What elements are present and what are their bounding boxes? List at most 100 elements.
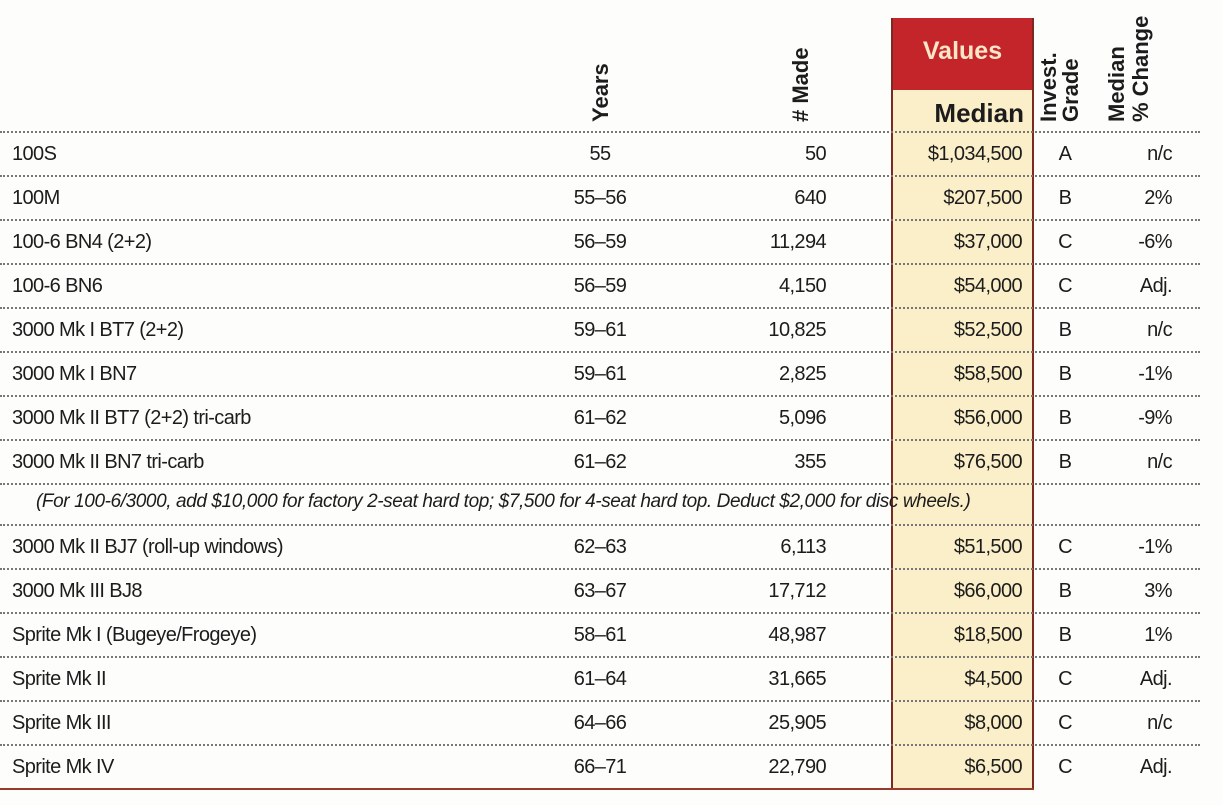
- model-name: 100M: [12, 187, 60, 209]
- median-value: $54,000: [953, 275, 1023, 297]
- table-row: 3000 Mk III BJ8 63–67 17,712 $66,000 B 3%: [0, 568, 1200, 612]
- invest-grade: B: [1058, 363, 1072, 385]
- model-name: Sprite Mk II: [12, 668, 107, 690]
- median-change: -1%: [1138, 363, 1172, 385]
- years: 62–63: [573, 536, 627, 558]
- invest-grade: A: [1058, 143, 1072, 165]
- median-value: $76,500: [953, 451, 1023, 473]
- years: 56–59: [573, 231, 627, 253]
- invest-grade: B: [1058, 624, 1072, 646]
- model-name: 100S: [12, 143, 57, 165]
- years-header: Years: [588, 63, 613, 122]
- median-change: n/c: [1147, 143, 1172, 165]
- number-made: 640: [794, 187, 826, 209]
- median-change: n/c: [1147, 712, 1172, 734]
- median-value: $8,000: [964, 712, 1022, 734]
- model-name: 3000 Mk II BT7 (2+2) tri-carb: [12, 407, 251, 429]
- table-row: 3000 Mk I BN7 59–61 2,825 $58,500 B -1%: [0, 351, 1200, 395]
- median-change: 3%: [1144, 580, 1172, 602]
- years: 56–59: [573, 275, 627, 297]
- median-value: $58,500: [953, 363, 1023, 385]
- grade-header-line1: Invest.: [1036, 52, 1061, 122]
- number-made: 6,113: [780, 536, 826, 558]
- table-row: 100M 55–56 640 $207,500 B 2%: [0, 175, 1200, 219]
- invest-grade: B: [1058, 407, 1072, 429]
- median-change: Adj.: [1139, 756, 1173, 778]
- median-value: $6,500: [964, 756, 1022, 778]
- years: 55: [589, 143, 611, 165]
- invest-grade: C: [1058, 668, 1072, 690]
- invest-grade: B: [1058, 187, 1072, 209]
- median-change: Adj.: [1139, 275, 1173, 297]
- change-header-line2: % Change: [1128, 15, 1153, 122]
- model-name: 100-6 BN6: [12, 275, 103, 297]
- years: 55–56: [573, 187, 627, 209]
- number-made: 10,825: [768, 319, 826, 341]
- table-row: Sprite Mk IV 66–71 22,790 $6,500 C Adj.: [0, 744, 1200, 788]
- values-column-highlight: Values Median: [891, 18, 1034, 790]
- years: 64–66: [573, 712, 627, 734]
- median-value: $1,034,500: [927, 143, 1023, 165]
- model-name: 3000 Mk II BN7 tri-carb: [12, 451, 204, 473]
- years: 59–61: [573, 319, 627, 341]
- invest-grade: C: [1058, 712, 1072, 734]
- made-header: # Made: [788, 47, 813, 122]
- median-value: $66,000: [953, 580, 1023, 602]
- table-row: 3000 Mk II BJ7 (roll-up windows) 62–63 6,1…: [0, 524, 1200, 568]
- years: 59–61: [573, 363, 627, 385]
- median-change: 1%: [1144, 624, 1172, 646]
- number-made: 355: [794, 451, 826, 473]
- years: 63–67: [573, 580, 627, 602]
- invest-grade: B: [1058, 451, 1072, 473]
- table-row: 100-6 BN4 (2+2) 56–59 11,294 $37,000 C -6%: [0, 219, 1200, 263]
- median-change: -9%: [1138, 407, 1172, 429]
- number-made: 5,096: [778, 407, 827, 429]
- median-change: n/c: [1147, 319, 1172, 341]
- model-name: Sprite Mk III: [12, 712, 111, 734]
- median-value: $37,000: [953, 231, 1023, 253]
- table-row: 3000 Mk II BT7 (2+2) tri-carb 61–62 5,096 $…: [0, 395, 1200, 439]
- number-made: 48,987: [768, 624, 826, 646]
- invest-grade: C: [1058, 536, 1072, 558]
- median-value: $207,500: [943, 187, 1022, 209]
- number-made: 50: [804, 143, 827, 165]
- median-value: $51,500: [953, 536, 1023, 558]
- values-header: Values: [893, 18, 1032, 90]
- median-value: $18,500: [953, 624, 1023, 646]
- median-value: $4,500: [964, 668, 1022, 690]
- invest-grade: C: [1058, 756, 1072, 778]
- invest-grade: B: [1058, 319, 1072, 341]
- invest-grade: C: [1058, 275, 1072, 297]
- number-made: 2,825: [778, 363, 827, 385]
- number-made: 17,712: [768, 580, 826, 602]
- model-name: 100-6 BN4 (2+2): [12, 231, 152, 253]
- number-made: 4,150: [778, 275, 827, 297]
- median-change: Adj.: [1139, 668, 1173, 690]
- model-name: 3000 Mk I BT7 (2+2): [12, 319, 184, 341]
- table-row: Sprite Mk I (Bugeye/Frogeye) 58–61 48,987 $…: [0, 612, 1200, 656]
- median-change: n/c: [1147, 451, 1172, 473]
- grade-header-line2: Grade: [1058, 58, 1083, 122]
- number-made: 11,294: [769, 231, 827, 253]
- years: 66–71: [573, 756, 627, 778]
- table-bottom-rule: [0, 788, 1034, 790]
- number-made: 31,665: [768, 668, 826, 690]
- table-row: Sprite Mk II 61–64 31,665 $4,500 C Adj.: [0, 656, 1200, 700]
- number-made: 22,790: [768, 756, 826, 778]
- change-header-line1: Median: [1104, 46, 1129, 122]
- model-name: 3000 Mk II BJ7 (roll-up windows): [12, 536, 284, 558]
- median-change: -6%: [1138, 231, 1172, 253]
- note-row: (For 100-6/3000, add $10,000 for factory…: [0, 483, 1200, 523]
- model-name: 3000 Mk I BN7: [12, 363, 137, 385]
- model-name: Sprite Mk I (Bugeye/Frogeye): [12, 624, 257, 646]
- years: 58–61: [573, 624, 627, 646]
- years: 61–62: [573, 407, 627, 429]
- note-text: (For 100-6/3000, add $10,000 for factory…: [36, 491, 971, 512]
- median-value: $52,500: [953, 319, 1023, 341]
- median-header: Median: [934, 98, 1024, 128]
- median-value: $56,000: [953, 407, 1023, 429]
